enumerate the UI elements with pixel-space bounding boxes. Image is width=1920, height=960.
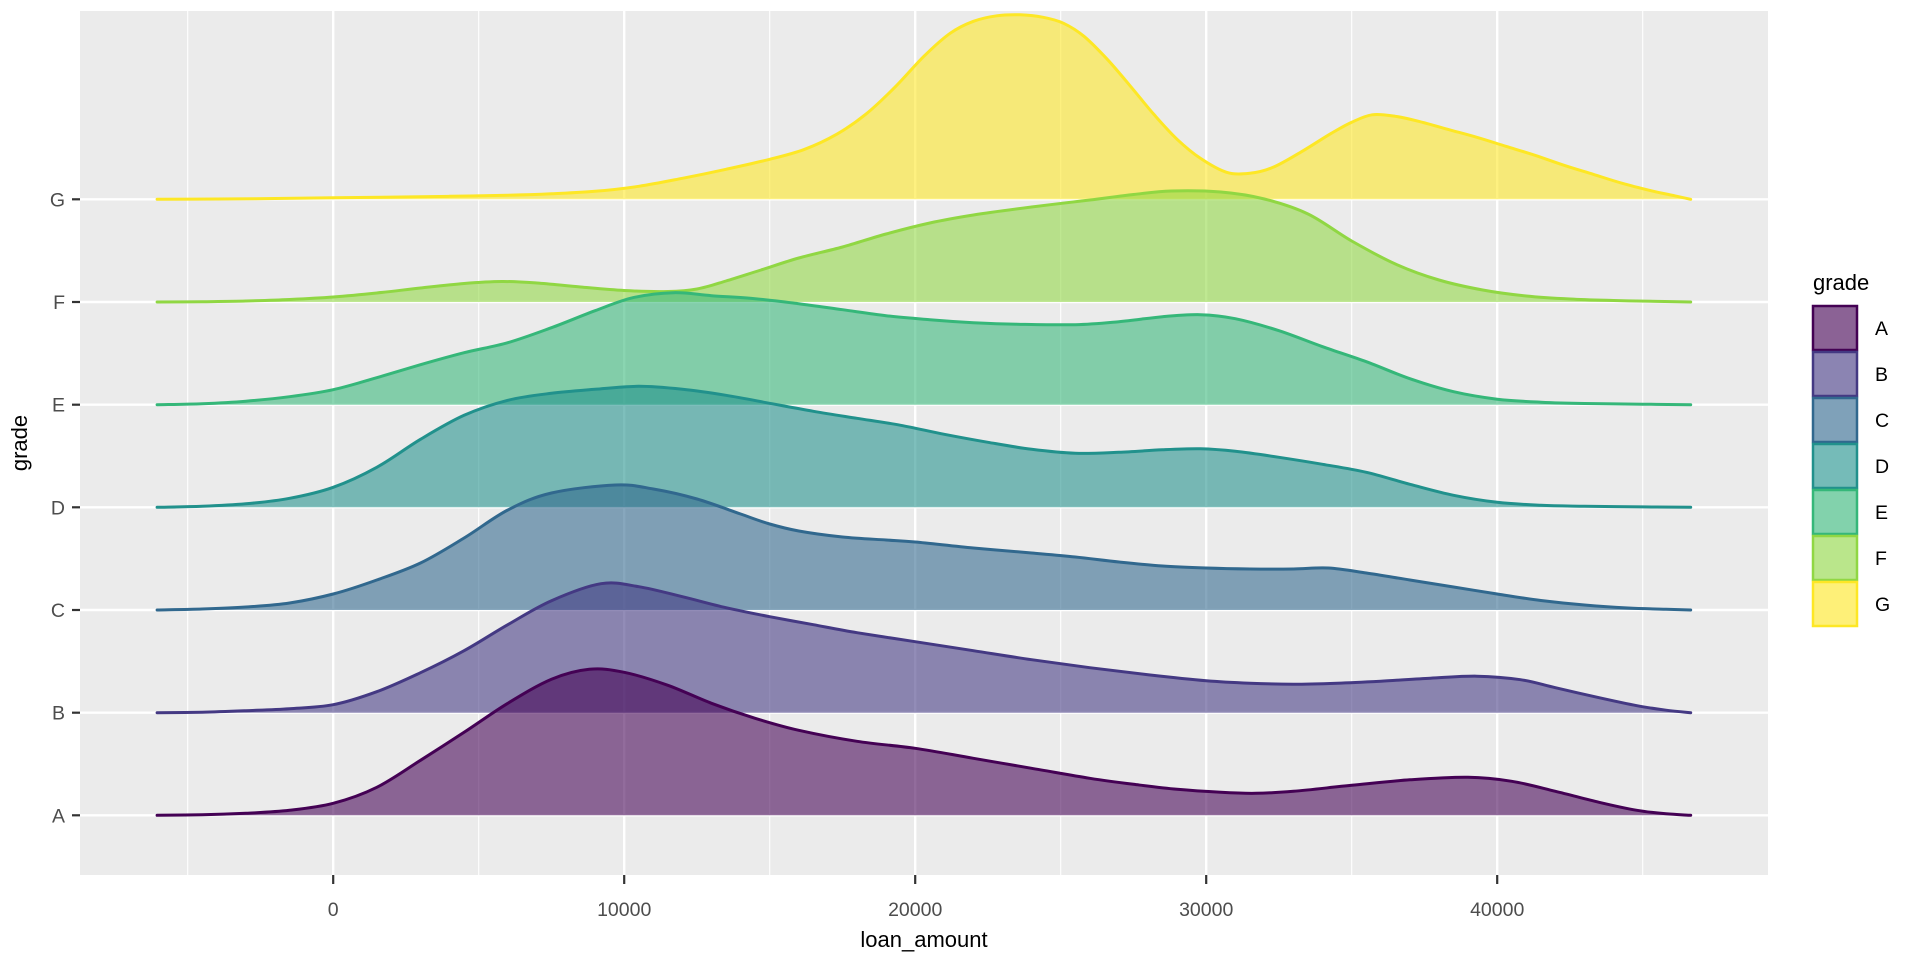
y-tick-label-C: C: [51, 600, 65, 622]
legend-key-B: [1811, 350, 1859, 398]
ridge-line-G: [155, 13, 1693, 201]
density-ridges: [155, 13, 1693, 817]
ridge-line-A: [155, 667, 1693, 817]
legend-label-D: D: [1875, 456, 1889, 478]
ridge-fill-B: [157, 582, 1691, 713]
axis-ticks-labels: 0 10000 20000 30000 40000 A B C D E F G: [50, 189, 1525, 921]
legend-key-D: [1811, 442, 1859, 490]
ridge-fill-A: [157, 668, 1691, 816]
y-tick-label-A: A: [52, 805, 65, 827]
ridge-fill-F: [157, 190, 1691, 302]
y-axis-title: grade: [7, 415, 32, 471]
legend-key-C: [1811, 396, 1859, 444]
ridge-fill-G: [157, 14, 1691, 200]
legend-label-A: A: [1875, 318, 1888, 340]
ridge-fill-C: [157, 484, 1691, 610]
legend-key-A: [1811, 304, 1859, 352]
y-tick-label-F: F: [53, 292, 65, 314]
x-tick-label-10000: 10000: [597, 899, 651, 921]
x-tick-label-30000: 30000: [1179, 899, 1233, 921]
ridge-line-B: [155, 581, 1693, 715]
legend: grade A B C D E F G: [1811, 270, 1890, 628]
ridge-line-E: [155, 291, 1693, 407]
legend-key-G: [1811, 580, 1859, 628]
x-tick-label-20000: 20000: [888, 899, 942, 921]
ridge-line-D: [155, 384, 1693, 509]
legend-label-F: F: [1875, 548, 1887, 570]
y-tick-label-B: B: [52, 703, 65, 725]
legend-key-F: [1811, 534, 1859, 582]
legend-key-E: [1811, 488, 1859, 536]
ridge-fill-D: [157, 386, 1691, 508]
legend-label-E: E: [1875, 502, 1888, 524]
ridge-line-F: [155, 189, 1693, 304]
x-tick-label-40000: 40000: [1470, 899, 1524, 921]
x-tick-label-0: 0: [328, 899, 339, 921]
y-tick-label-E: E: [52, 395, 65, 417]
x-axis-title: loan_amount: [860, 927, 987, 952]
ridge-line-C: [155, 483, 1693, 612]
legend-label-G: G: [1875, 594, 1890, 616]
ridge-fill-E: [157, 292, 1691, 405]
y-tick-label-G: G: [50, 189, 65, 211]
legend-label-C: C: [1875, 410, 1889, 432]
legend-label-B: B: [1875, 364, 1888, 386]
legend-title: grade: [1813, 270, 1869, 295]
y-tick-label-D: D: [51, 497, 65, 519]
